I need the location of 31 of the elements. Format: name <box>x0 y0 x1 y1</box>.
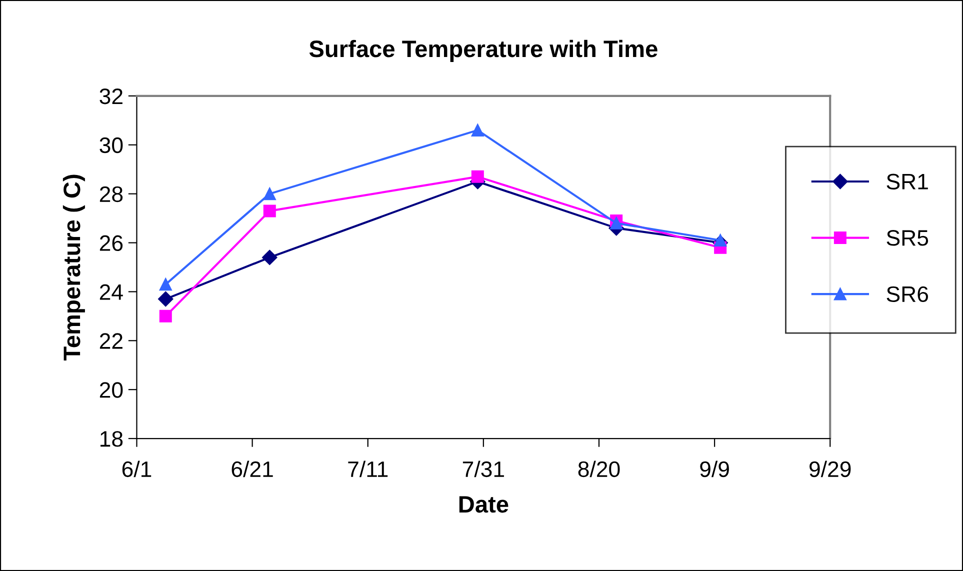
x-tick-label: 7/31 <box>462 460 504 478</box>
legend-label: SR1 <box>886 174 928 190</box>
y-tick-label: 26 <box>100 235 123 252</box>
x-tick-label: 8/20 <box>578 460 620 478</box>
point <box>471 124 484 136</box>
x-tick-label: 6/1 <box>122 460 152 478</box>
chart-title: Surface Temperature with Time <box>309 40 658 62</box>
point <box>610 216 623 230</box>
point <box>159 310 172 322</box>
point <box>263 188 276 200</box>
point <box>159 278 172 291</box>
y-tick-label: 28 <box>100 186 123 202</box>
point <box>263 204 276 218</box>
point <box>158 291 174 307</box>
point <box>471 170 484 183</box>
point <box>262 250 278 266</box>
x-tick-label: 9/9 <box>700 460 729 478</box>
y-tick-label: 20 <box>100 382 123 398</box>
point <box>714 234 727 247</box>
y-tick-label: 32 <box>100 88 122 104</box>
legend-label: SR6 <box>886 286 928 302</box>
y-tick-label: 24 <box>100 284 123 300</box>
y-tick-label: 22 <box>100 333 122 349</box>
x-tick-label: 7/11 <box>348 460 388 478</box>
y-tick-label: 30 <box>100 137 123 154</box>
legend-label: SR5 <box>886 230 928 246</box>
x-axis-title: Date <box>459 496 508 513</box>
x-tick-label: 6/21 <box>232 460 273 478</box>
y-axis-title: Temperature ( C) <box>62 174 85 361</box>
x-tick-label: 9/29 <box>810 460 851 478</box>
y-tick-label: 18 <box>100 431 123 447</box>
